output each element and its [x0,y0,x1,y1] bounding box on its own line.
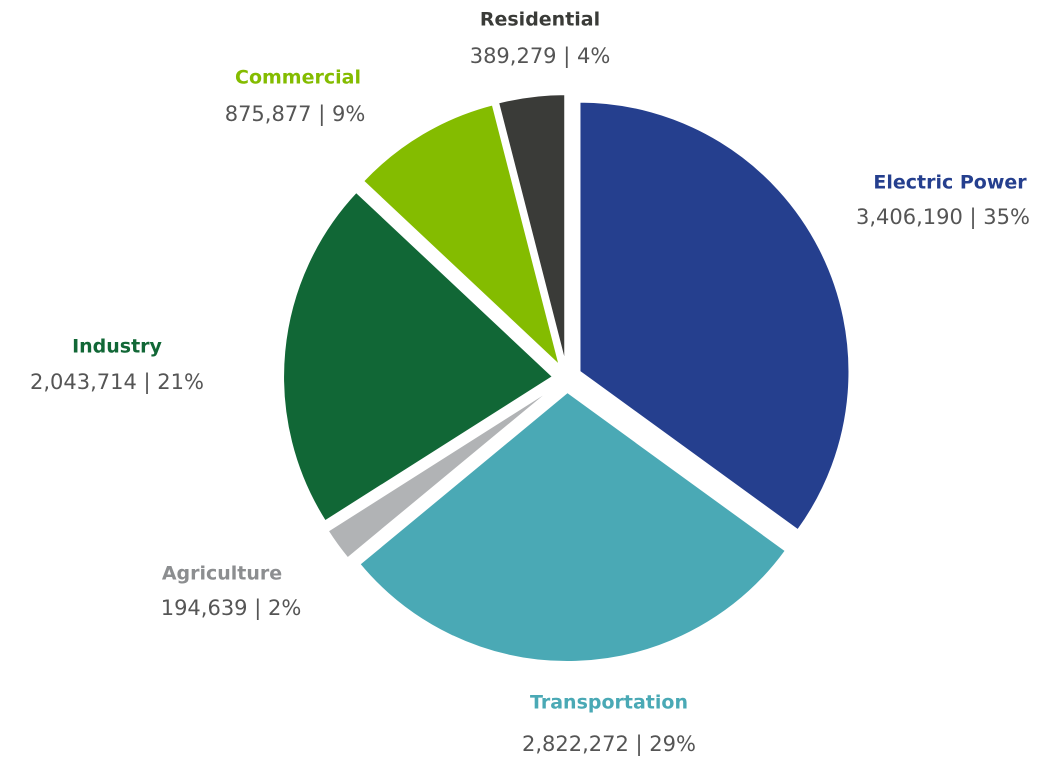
slice-value-label: 3,406,190 | 35% [856,205,1030,230]
slice-name: Commercial [235,67,361,89]
pie-slice [361,103,562,370]
slice-value-label: 194,639 | 2% [161,596,302,621]
pie-slice [282,190,555,523]
slice-name: Agriculture [162,563,282,585]
slice-name: Transportation [530,692,688,714]
pie-slice [326,385,557,560]
slice-name: Electric Power [873,172,1027,194]
slice-name: Industry [72,336,162,358]
slice-value-label: 875,877 | 9% [225,102,366,127]
slice-name: Residential [480,9,600,31]
slice-value-label: 2,822,272 | 29% [522,732,696,757]
slice-value-label: 389,279 | 4% [470,44,611,69]
pie-slice [357,390,788,663]
pie-slice [578,100,851,532]
pie-slice [496,93,567,365]
slice-value-label: 2,043,714 | 21% [30,370,204,395]
